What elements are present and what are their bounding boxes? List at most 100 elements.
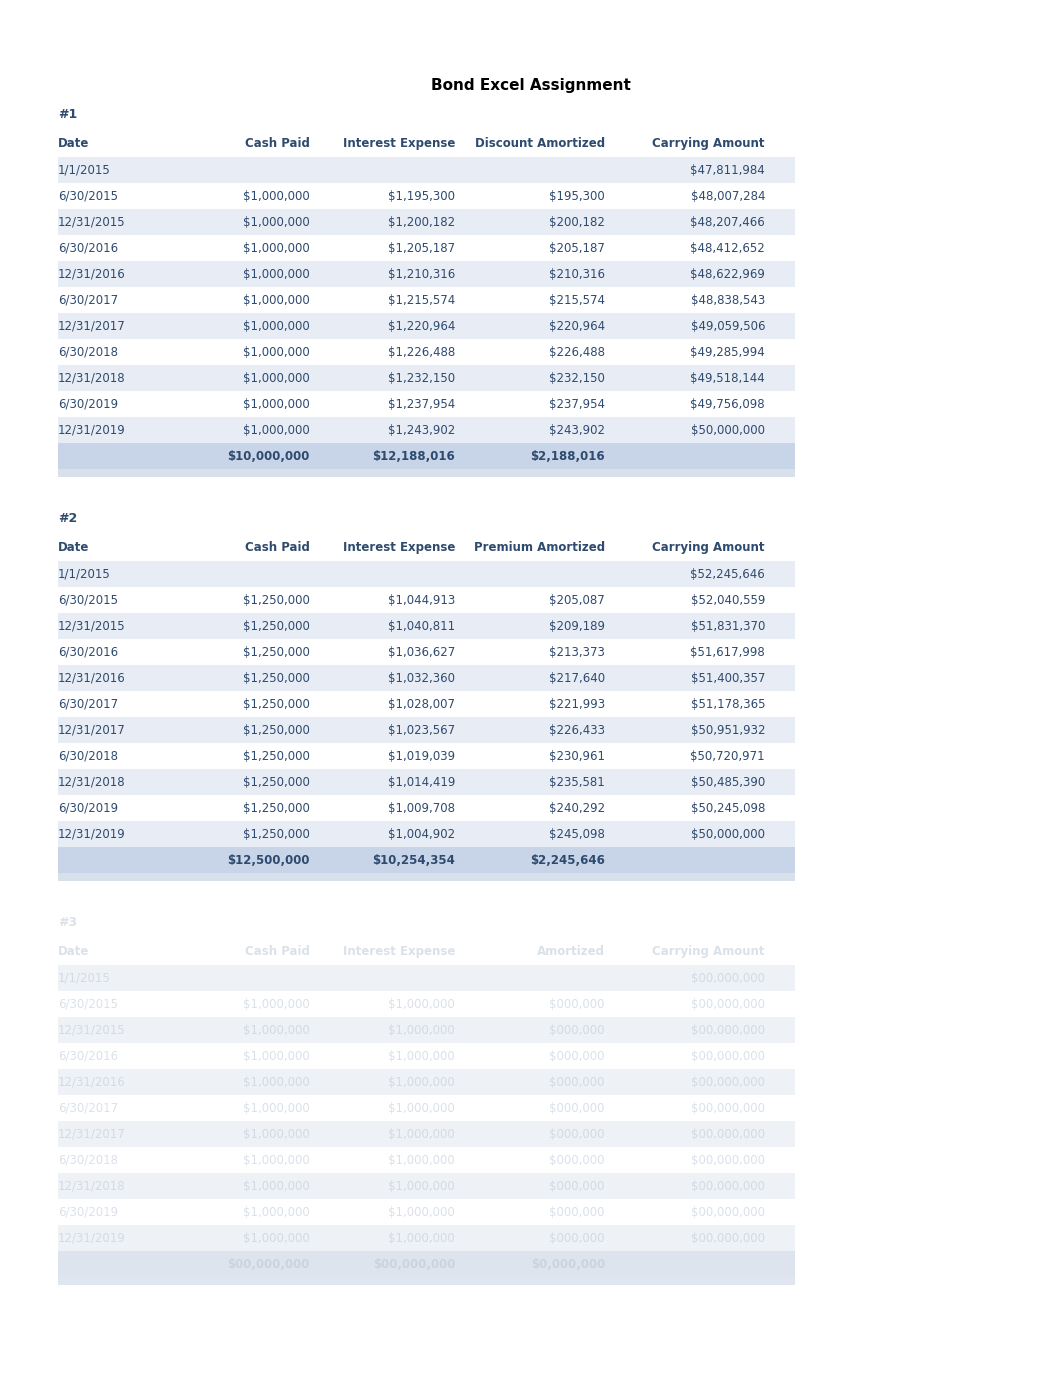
Text: $48,622,969: $48,622,969 — [690, 267, 765, 281]
Text: #1: #1 — [58, 107, 78, 121]
Text: $1,210,316: $1,210,316 — [388, 267, 455, 281]
Text: 12/31/2017: 12/31/2017 — [58, 1128, 125, 1140]
Text: $1,250,000: $1,250,000 — [243, 723, 310, 737]
Text: $209,189: $209,189 — [549, 620, 605, 632]
Text: $1,250,000: $1,250,000 — [243, 698, 310, 711]
Text: 1/1/2015: 1/1/2015 — [58, 972, 110, 985]
Bar — [58, 873, 795, 881]
Text: $1,000,000: $1,000,000 — [243, 1205, 310, 1219]
Text: Interest Expense: Interest Expense — [343, 136, 455, 150]
Text: Discount Amortized: Discount Amortized — [475, 136, 605, 150]
Text: $00,000,000: $00,000,000 — [691, 1075, 765, 1088]
Text: $1,000,000: $1,000,000 — [243, 241, 310, 255]
Text: $1,032,360: $1,032,360 — [388, 672, 455, 684]
Text: $1,023,567: $1,023,567 — [388, 723, 455, 737]
Bar — [58, 534, 795, 560]
Text: 6/30/2015: 6/30/2015 — [58, 997, 118, 1011]
Text: $000,000: $000,000 — [549, 997, 605, 1011]
Bar — [58, 262, 795, 286]
Text: $1,014,419: $1,014,419 — [388, 775, 455, 789]
Text: $51,178,365: $51,178,365 — [690, 698, 765, 711]
Text: $00,000,000: $00,000,000 — [227, 1257, 310, 1271]
Text: $1,250,000: $1,250,000 — [243, 828, 310, 840]
Text: $226,433: $226,433 — [549, 723, 605, 737]
Bar — [58, 235, 795, 262]
Text: $1,000,000: $1,000,000 — [389, 997, 455, 1011]
Text: $1,036,627: $1,036,627 — [388, 646, 455, 658]
Bar — [58, 1199, 795, 1226]
Text: $00,000,000: $00,000,000 — [691, 1023, 765, 1037]
Bar — [58, 991, 795, 1018]
Text: $52,245,646: $52,245,646 — [690, 567, 765, 581]
Text: $1,000,000: $1,000,000 — [389, 1231, 455, 1245]
Text: $00,000,000: $00,000,000 — [691, 1049, 765, 1063]
Text: $1,000,000: $1,000,000 — [243, 997, 310, 1011]
Text: Date: Date — [58, 945, 89, 958]
Text: 6/30/2015: 6/30/2015 — [58, 593, 118, 606]
Text: $1,000,000: $1,000,000 — [243, 1154, 310, 1166]
Text: $221,993: $221,993 — [549, 698, 605, 711]
Text: $00,000,000: $00,000,000 — [691, 997, 765, 1011]
Bar — [58, 744, 795, 768]
Text: 12/31/2018: 12/31/2018 — [58, 1180, 125, 1192]
Text: $1,009,708: $1,009,708 — [388, 801, 455, 815]
Text: 6/30/2016: 6/30/2016 — [58, 646, 118, 658]
Text: $1,000,000: $1,000,000 — [389, 1128, 455, 1140]
Text: $1,250,000: $1,250,000 — [243, 672, 310, 684]
Text: 6/30/2019: 6/30/2019 — [58, 801, 118, 815]
Text: 12/31/2015: 12/31/2015 — [58, 215, 125, 229]
Bar — [58, 821, 795, 847]
Text: $1,000,000: $1,000,000 — [243, 424, 310, 437]
Text: $47,811,984: $47,811,984 — [690, 164, 765, 176]
Text: $49,518,144: $49,518,144 — [690, 372, 765, 384]
Text: $1,250,000: $1,250,000 — [243, 749, 310, 763]
Text: Cash Paid: Cash Paid — [245, 541, 310, 554]
Text: $1,250,000: $1,250,000 — [243, 775, 310, 789]
Text: $50,000,000: $50,000,000 — [691, 424, 765, 437]
Text: $00,000,000: $00,000,000 — [691, 1154, 765, 1166]
Bar — [58, 560, 795, 587]
Text: $1,250,000: $1,250,000 — [243, 620, 310, 632]
Text: $217,640: $217,640 — [549, 672, 605, 684]
Text: $1,004,902: $1,004,902 — [388, 828, 455, 840]
Text: $1,000,000: $1,000,000 — [243, 372, 310, 384]
Text: $50,951,932: $50,951,932 — [690, 723, 765, 737]
Text: $1,000,000: $1,000,000 — [243, 398, 310, 410]
Text: $000,000: $000,000 — [549, 1205, 605, 1219]
Bar — [58, 1018, 795, 1042]
Text: $1,040,811: $1,040,811 — [388, 620, 455, 632]
Text: Carrying Amount: Carrying Amount — [652, 541, 765, 554]
Text: $10,254,354: $10,254,354 — [372, 854, 455, 866]
Text: 6/30/2018: 6/30/2018 — [58, 749, 118, 763]
Text: $50,720,971: $50,720,971 — [690, 749, 765, 763]
Text: 12/31/2018: 12/31/2018 — [58, 372, 125, 384]
Text: $00,000,000: $00,000,000 — [691, 1205, 765, 1219]
Text: #2: #2 — [58, 512, 78, 525]
Bar — [58, 365, 795, 391]
Bar — [58, 443, 795, 470]
Text: 12/31/2016: 12/31/2016 — [58, 672, 125, 684]
Text: $51,831,370: $51,831,370 — [690, 620, 765, 632]
Text: $51,617,998: $51,617,998 — [690, 646, 765, 658]
Text: $1,000,000: $1,000,000 — [389, 1154, 455, 1166]
Text: $205,087: $205,087 — [549, 593, 605, 606]
Text: $205,187: $205,187 — [549, 241, 605, 255]
Text: $48,412,652: $48,412,652 — [690, 241, 765, 255]
Text: $1,232,150: $1,232,150 — [388, 372, 455, 384]
Text: $000,000: $000,000 — [549, 1231, 605, 1245]
Text: $00,000,000: $00,000,000 — [691, 1231, 765, 1245]
Text: 6/30/2016: 6/30/2016 — [58, 1049, 118, 1063]
Bar — [58, 1147, 795, 1173]
Text: $1,000,000: $1,000,000 — [243, 1128, 310, 1140]
Text: $10,000,000: $10,000,000 — [227, 449, 310, 463]
Text: $1,215,574: $1,215,574 — [388, 293, 455, 307]
Text: Cash Paid: Cash Paid — [245, 136, 310, 150]
Bar — [58, 339, 795, 365]
Text: $195,300: $195,300 — [549, 190, 605, 202]
Text: Date: Date — [58, 541, 89, 554]
Text: $1,000,000: $1,000,000 — [389, 1102, 455, 1114]
Text: $1,000,000: $1,000,000 — [389, 1180, 455, 1192]
Text: 6/30/2018: 6/30/2018 — [58, 1154, 118, 1166]
Text: $000,000: $000,000 — [549, 1128, 605, 1140]
Text: $1,000,000: $1,000,000 — [243, 1231, 310, 1245]
